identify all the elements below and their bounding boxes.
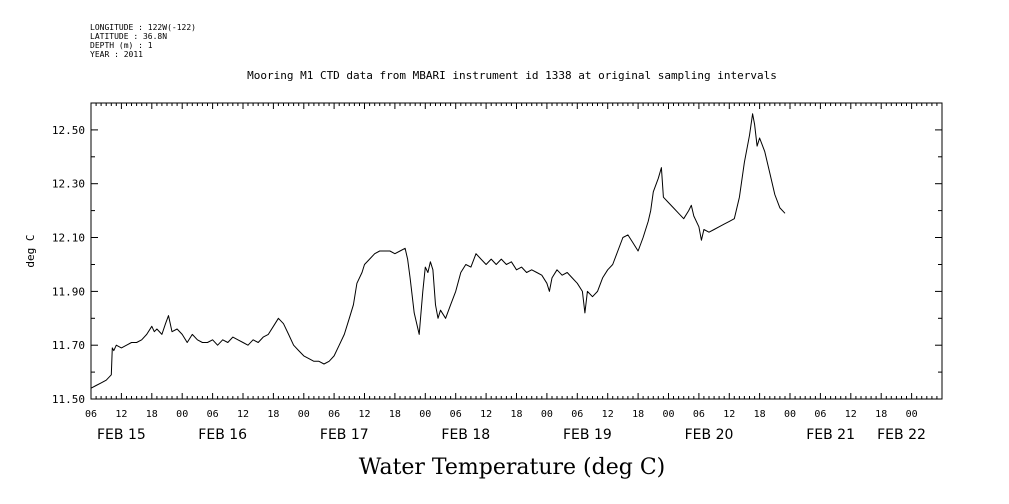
hour-tick-label: 06 — [85, 409, 97, 420]
hour-tick-label: 00 — [662, 409, 674, 420]
date-label: FEB 16 — [198, 427, 247, 443]
year-text: YEAR : 2011 — [90, 50, 143, 59]
hour-tick-label: 00 — [298, 409, 310, 420]
hour-tick-label: 00 — [906, 409, 918, 420]
hour-tick-label: 06 — [571, 409, 583, 420]
hour-tick-label: 12 — [115, 409, 127, 420]
y-axis-label: deg C — [24, 234, 37, 267]
hour-tick-label: 00 — [541, 409, 553, 420]
date-label: FEB 15 — [97, 427, 146, 443]
y-tick-label: 12.50 — [52, 124, 85, 137]
date-label: FEB 22 — [877, 427, 926, 443]
series-line — [90, 113, 786, 389]
hour-tick-label: 06 — [207, 409, 219, 420]
y-tick-label: 11.90 — [52, 285, 85, 298]
x-axis: 06 12 18 00 06 12 18 00 06 12 18 00 06 12 18 00 06 12 18 00… — [85, 103, 943, 443]
hour-tick-label: 06 — [814, 409, 826, 420]
longitude-text: LONGITUDE : 122W(-122) — [90, 23, 196, 32]
latitude-text: LATITUDE : 36.8N — [90, 32, 167, 41]
y-tick-label: 12.10 — [52, 232, 85, 245]
hour-tick-label: 18 — [510, 409, 522, 420]
hour-tick-label: 12 — [358, 409, 370, 420]
hour-tick-label: 12 — [237, 409, 249, 420]
date-label: FEB 21 — [806, 427, 855, 443]
x-axis-label: Water Temperature (deg C) — [359, 455, 666, 480]
hour-tick-label: 00 — [784, 409, 796, 420]
date-label: FEB 20 — [685, 427, 734, 443]
plot-frame — [90, 102, 943, 400]
hour-tick-label: 12 — [480, 409, 492, 420]
hour-tick-label: 06 — [693, 409, 705, 420]
date-label: FEB 17 — [320, 427, 369, 443]
hour-tick-label: 00 — [419, 409, 431, 420]
hour-tick-label: 12 — [845, 409, 857, 420]
hour-tick-label: 00 — [176, 409, 188, 420]
y-axis: 11.50 11.70 11.90 12.10 12.30 12.50 — [52, 102, 942, 406]
hour-tick-label: 18 — [146, 409, 158, 420]
y-tick-label: 11.50 — [52, 393, 85, 406]
y-tick-label: 11.70 — [52, 339, 85, 352]
depth-text: DEPTH (m) : 1 — [90, 41, 153, 50]
hour-tick-label: 18 — [754, 409, 766, 420]
hour-tick-label: 12 — [723, 409, 735, 420]
hour-tick-label: 18 — [267, 409, 279, 420]
hour-tick-label: 06 — [328, 409, 340, 420]
date-label: FEB 18 — [441, 427, 490, 443]
hour-tick-label: 18 — [632, 409, 644, 420]
y-tick-label: 12.30 — [52, 178, 85, 191]
chart-title: Mooring M1 CTD data from MBARI instrumen… — [247, 69, 777, 82]
hour-tick-label: 12 — [602, 409, 614, 420]
hour-tick-label: 18 — [389, 409, 401, 420]
hour-tick-label: 06 — [450, 409, 462, 420]
date-label: FEB 19 — [563, 427, 612, 443]
plot-series — [90, 113, 786, 389]
hour-tick-label: 18 — [875, 409, 887, 420]
